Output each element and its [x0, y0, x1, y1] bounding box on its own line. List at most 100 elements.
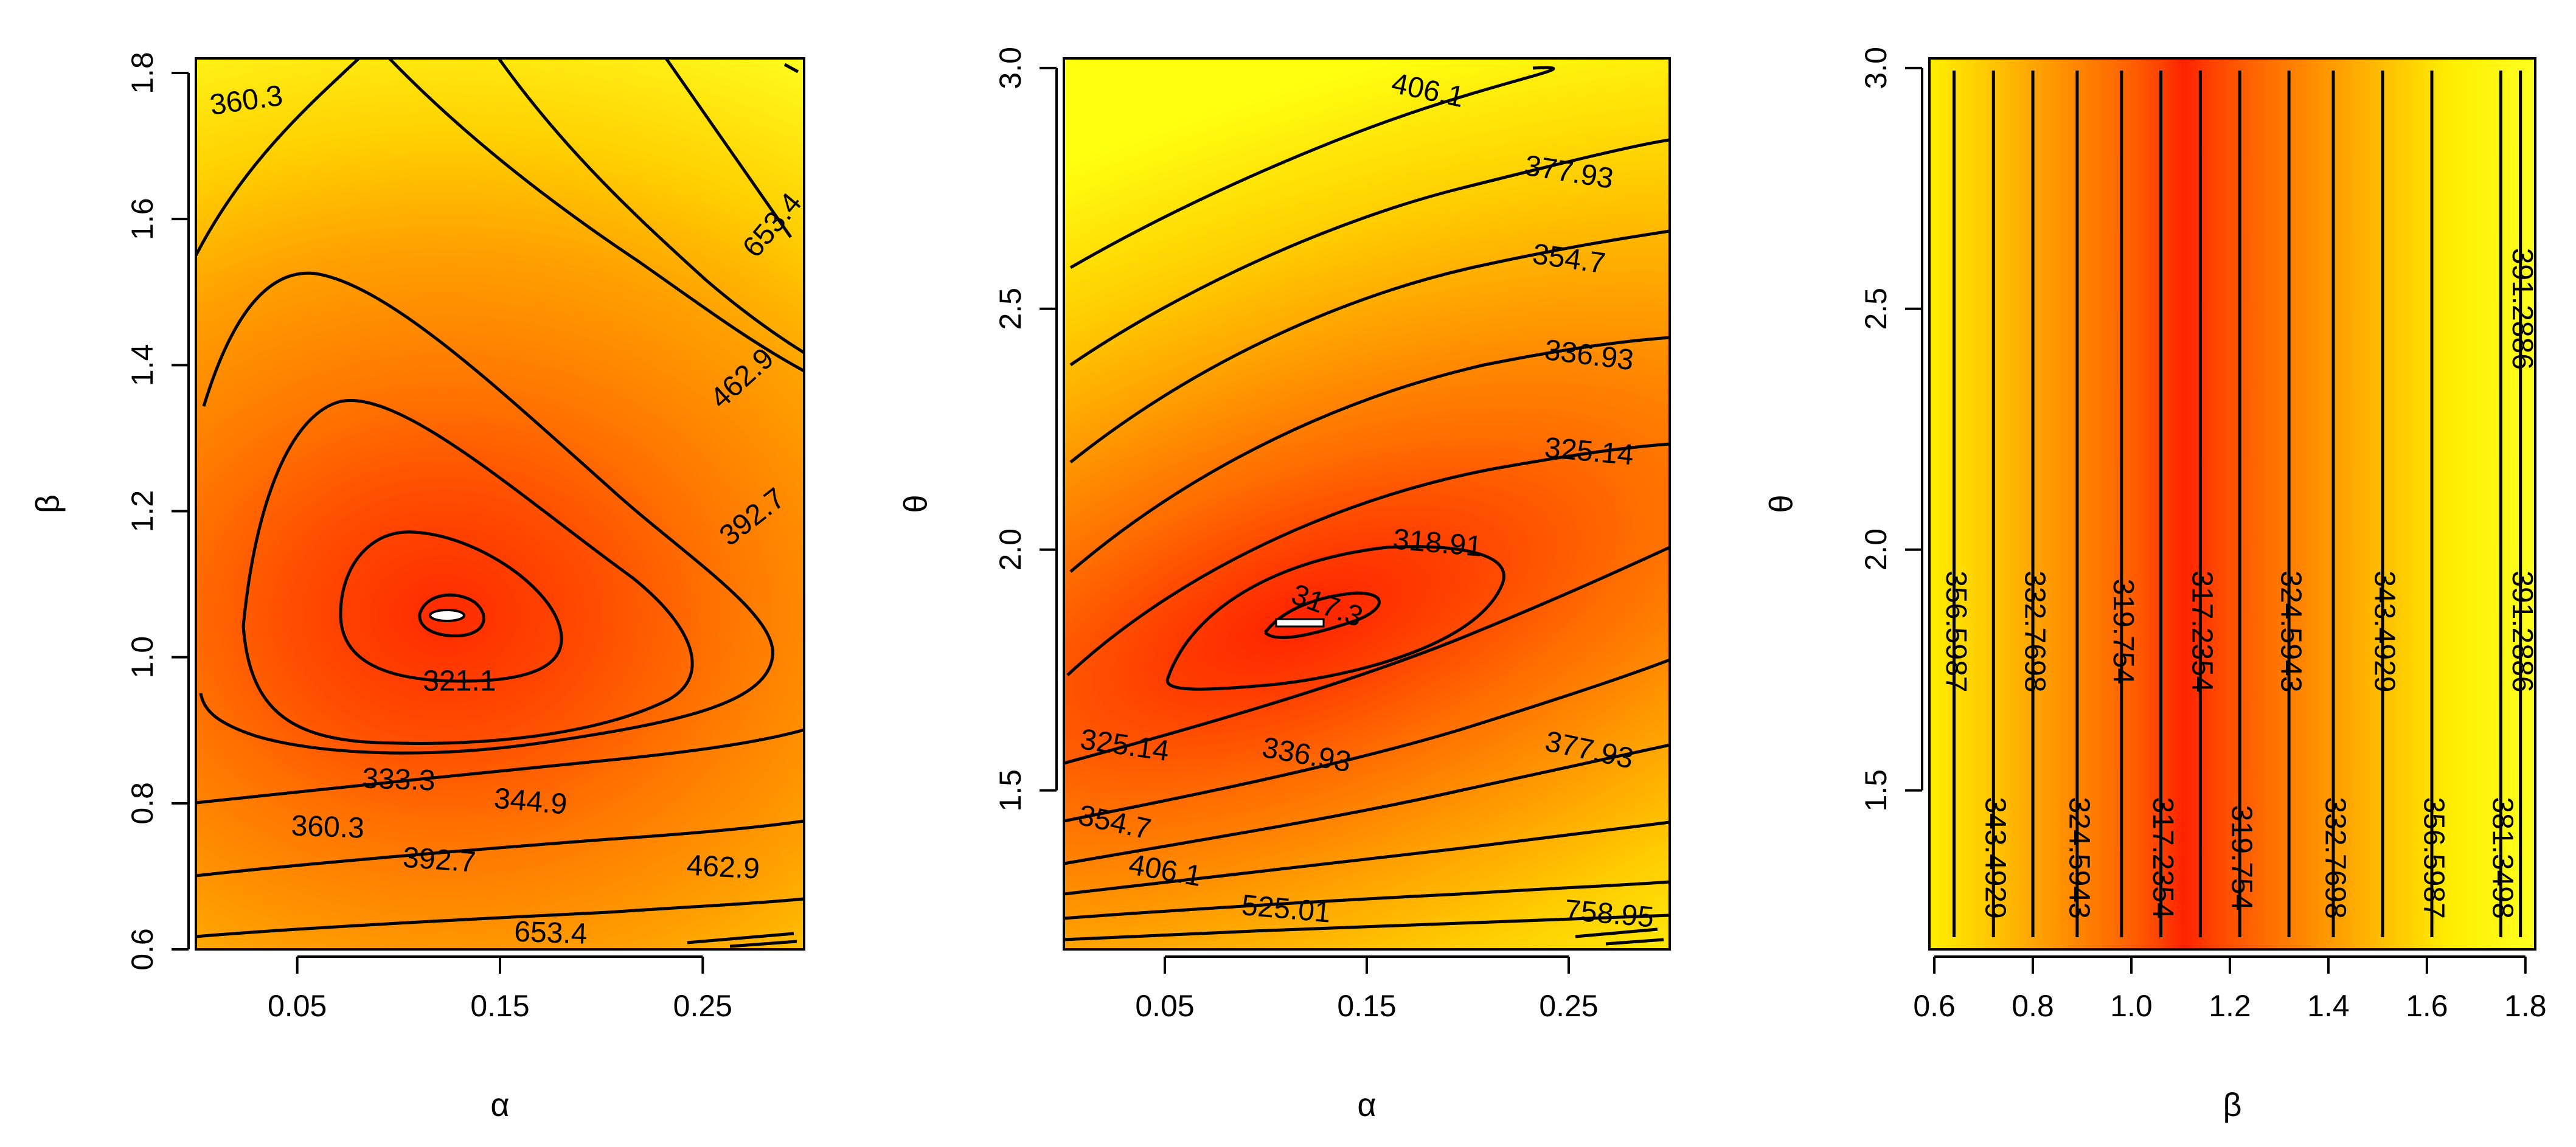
contour-label: 325.14	[1543, 432, 1635, 472]
contour-line	[664, 58, 793, 238]
contour-label: 360.3	[291, 809, 365, 844]
contour-line	[1064, 546, 1670, 765]
y-axis-title: β	[29, 494, 66, 513]
contour-label-text: 343.4929	[1979, 797, 2012, 918]
contour-line	[1264, 591, 1381, 639]
contour-line	[339, 530, 563, 683]
heat-fill	[196, 58, 804, 949]
contour-label: 332.7698	[2018, 570, 2050, 692]
x-tick-label: 1.8	[2504, 989, 2547, 1023]
contour-label-text: 324.5943	[2274, 570, 2307, 692]
x-tick-label: 1.4	[2307, 989, 2350, 1023]
x-tick-label: 0.8	[2012, 989, 2054, 1023]
contour-line	[1069, 229, 1670, 463]
contour-line	[1069, 66, 1555, 269]
contour-label-text: 356.5987	[2417, 797, 2449, 918]
contour-lines	[1952, 71, 2522, 937]
minimum-marker	[1275, 618, 1325, 628]
contour-line	[1064, 913, 1670, 941]
x-tick-label: 0.15	[1337, 989, 1396, 1023]
y-tick-label: 2.5	[993, 288, 1027, 330]
plot-frame	[1063, 57, 1671, 951]
plot-frame	[1928, 57, 2536, 951]
x-tick-label: 1.6	[2406, 989, 2448, 1023]
y-tick-label: 2.5	[1859, 288, 1893, 330]
contour-label-text: 758.95	[1563, 894, 1655, 934]
contour-labels: 356.5987 343.4929 332.7698 324.5943 319.754 3…	[1940, 248, 2538, 919]
contour-label: 318.91	[1392, 523, 1484, 563]
contour-label-text: 343.4929	[2368, 570, 2400, 692]
contour-label-text: 325.14	[1543, 432, 1635, 472]
contour-label-text: 391.2886	[2506, 570, 2538, 692]
panel-beta-theta: 356.5987 343.4929 332.7698 324.5943 319.754 3…	[1763, 47, 2546, 1123]
contour-label: 462.9	[686, 849, 760, 885]
contour-label: 317.2354	[2147, 797, 2179, 918]
contour-label-text: 391.2886	[2506, 248, 2538, 370]
contour-line	[196, 897, 804, 938]
contour-label: 525.01	[1240, 889, 1332, 929]
contour-label-text: 324.5943	[2063, 797, 2095, 918]
x-tick-label: 1.2	[2209, 989, 2251, 1023]
contour-label-text: 318.91	[1392, 523, 1484, 563]
y-tick-label: 3.0	[1859, 47, 1893, 89]
contour-lines	[196, 58, 804, 948]
y-tick-label: 1.5	[1859, 769, 1893, 812]
contour-label: 392.7	[401, 841, 477, 878]
x-tick-label: 0.05	[1135, 989, 1194, 1023]
contour-label: 344.9	[493, 782, 568, 820]
contour-label-text: 317.2354	[2147, 797, 2179, 918]
minimum-marker	[429, 609, 465, 622]
contour-label: 343.4929	[1979, 797, 2012, 918]
y-tick-label: 1.2	[125, 490, 159, 533]
contour-label-text: 381.3498	[2487, 797, 2519, 918]
contour-line	[388, 58, 804, 373]
x-tick-label: 0.25	[673, 989, 732, 1023]
plot-frame	[195, 57, 805, 951]
x-tick-label: 0.15	[470, 989, 529, 1023]
axes: 0.05 0.15 0.25 α 0.6 0.8 1.0 1.2 1.4 1.6 1.8 β	[29, 52, 732, 1123]
contour-label: 381.3498	[2487, 797, 2519, 918]
contour-label: 758.95	[1563, 894, 1655, 934]
axes: 0.05 0.15 0.25 α 1.5 2.0 2.5 3.0 θ	[897, 47, 1598, 1123]
panel-alpha-theta: 406.1377.93354.7336.93325.14318.91317.33…	[897, 47, 1671, 1123]
contour-label-text: 319.754	[2225, 805, 2257, 911]
y-axis-title: θ	[897, 494, 934, 513]
x-axis-title: α	[1357, 1087, 1376, 1123]
contour-label: 391.2886	[2506, 570, 2538, 692]
contour-label-text: 321.1	[423, 665, 496, 697]
contour-line	[497, 58, 804, 355]
contour-line	[783, 63, 799, 74]
y-tick-label: 0.6	[125, 928, 159, 971]
contour-label-text: 392.7	[401, 841, 477, 878]
contour-label-text: 360.3	[291, 809, 365, 844]
x-tick-label: 1.0	[2110, 989, 2153, 1023]
contour-label: 356.5987	[2417, 797, 2449, 918]
contour-line	[1064, 820, 1670, 896]
contour-label-text: 319.754	[2107, 579, 2139, 685]
y-tick-label: 1.5	[993, 769, 1027, 812]
x-tick-label: 0.6	[1913, 989, 1956, 1023]
contour-line	[1069, 138, 1670, 367]
y-tick-label: 0.8	[125, 782, 159, 825]
y-tick-label: 1.8	[125, 52, 159, 94]
contour-line	[241, 399, 694, 745]
contour-label-text: 653.4	[513, 916, 588, 951]
contour-label: 356.5987	[1940, 570, 1972, 692]
x-tick-label: 0.05	[268, 989, 327, 1023]
contour-line	[196, 58, 360, 257]
contour-line	[1064, 880, 1670, 920]
x-axis-title: α	[490, 1087, 509, 1123]
contour-label-text: 332.7698	[2319, 797, 2351, 918]
contour-label: 333.3	[361, 762, 436, 797]
x-axis-title: β	[2223, 1087, 2241, 1123]
contour-label: 324.5943	[2063, 797, 2095, 918]
contour-label: 391.2886	[2506, 248, 2538, 370]
contour-label: 319.754	[2225, 805, 2257, 911]
contour-label: 343.4929	[2368, 570, 2400, 692]
contour-line	[418, 593, 485, 637]
contour-label: 332.7698	[2319, 797, 2351, 918]
contour-line	[1066, 442, 1670, 676]
panel-alpha-beta: 360.3653.4462.9392.7321.1333.3344.9360.3…	[29, 52, 808, 1123]
